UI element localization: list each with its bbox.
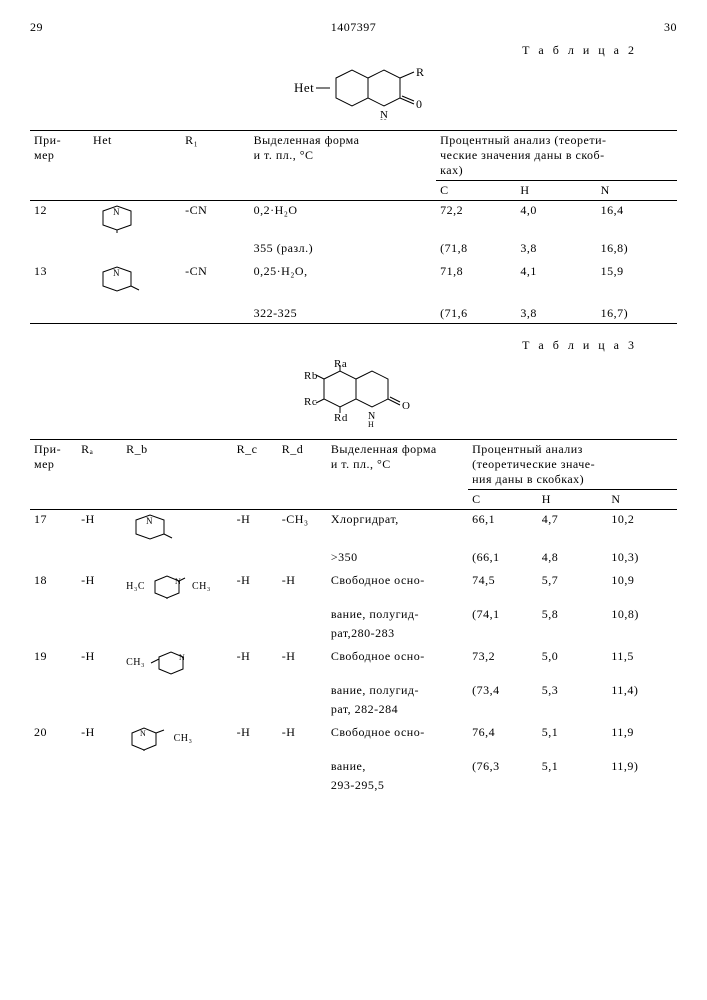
het-cell: N — [89, 201, 181, 240]
table-row: 355 (разл.) (71,8 3,8 16,8) — [30, 239, 677, 258]
table3: При- мер Rₐ R_b R_c R_d Выделенная форма… — [30, 439, 677, 795]
table-row: 322-325 (71,6 3,8 16,7) — [30, 304, 677, 324]
rb-cell: CH₃ N — [122, 643, 233, 681]
svg-text:N: N — [179, 653, 185, 662]
table2-structure: Het R 0 N H — [30, 64, 677, 120]
svg-text:R: R — [416, 65, 425, 79]
th3-c: C — [468, 490, 538, 510]
th-het: Het — [89, 131, 181, 201]
table-row: 20 -H N CH₃ -H -H Свободное осно- 76,4 5… — [30, 719, 677, 757]
table-row: 13 N -CN 0,25·H₂O, 71,8 4,1 15,9 — [30, 258, 677, 304]
th3-form: Выделенная форма и т. пл., °С — [327, 440, 468, 510]
th3-rc: R_c — [233, 440, 278, 510]
th3-analysis: Процентный анализ (теоретические значе- … — [468, 440, 677, 490]
table-row: вание, (76,3 5,1 11,9) — [30, 757, 677, 776]
doc-number: 1407397 — [331, 20, 377, 35]
svg-text:N: N — [175, 577, 181, 586]
th3-h: H — [538, 490, 608, 510]
table-row: рат,280-283 — [30, 624, 677, 643]
rb-cell: N — [122, 510, 233, 549]
table2: При- мер Het R₁ Выделенная форма и т. пл… — [30, 130, 677, 324]
table2-label: Т а б л и ц а 2 — [30, 43, 637, 58]
svg-text:Rc: Rc — [304, 396, 317, 408]
table-row: рат, 282-284 — [30, 700, 677, 719]
svg-text:Ra: Ra — [334, 359, 347, 370]
svg-text:H: H — [368, 420, 374, 429]
svg-text:Rd: Rd — [334, 412, 348, 424]
rb-cell: N CH₃ — [122, 719, 233, 757]
th-form: Выделенная форма и т. пл., °С — [250, 131, 437, 201]
th3-n: N — [607, 490, 677, 510]
page-num-right: 30 — [664, 20, 677, 35]
svg-text:Het: Het — [294, 80, 314, 95]
th-n: N — [597, 181, 677, 201]
th-primer: При- мер — [30, 131, 89, 201]
th-r1: R₁ — [181, 131, 249, 201]
table-row: 19 -H CH₃ N -H -H Свободное осно- 73,2 5… — [30, 643, 677, 681]
page-header: 29 1407397 30 — [30, 20, 677, 35]
table-row: 293-295,5 — [30, 776, 677, 795]
table-row: вание, полугид- (73,4 5,3 11,4) — [30, 681, 677, 700]
th-h: H — [516, 181, 596, 201]
table-row: 17 -H N -H -CH₃ Хлоргидрат, 66,1 4,7 10,… — [30, 510, 677, 549]
svg-text:Rb: Rb — [304, 370, 318, 382]
th3-rd: R_d — [278, 440, 327, 510]
svg-text:H: H — [380, 118, 387, 120]
table3-label: Т а б л и ц а 3 — [30, 338, 637, 353]
th3-ra: Rₐ — [77, 440, 122, 510]
table-row: 12 N -CN 0,2·H₂O 72,2 4,0 16,4 — [30, 201, 677, 240]
th-analysis: Процентный анализ (теорети- ческие значе… — [436, 131, 677, 181]
table-row: 18 -H H₃C N CH₃ -H -H Свободное осно- 74… — [30, 567, 677, 605]
table-row: >350 (66,1 4,8 10,3) — [30, 548, 677, 567]
het-cell: N — [89, 258, 181, 304]
svg-text:N: N — [146, 516, 153, 526]
page-num-left: 29 — [30, 20, 43, 35]
th3-rb: R_b — [122, 440, 233, 510]
table-row: вание, полугид- (74,1 5,8 10,8) — [30, 605, 677, 624]
svg-text:0: 0 — [416, 97, 423, 111]
rb-cell: H₃C N CH₃ — [122, 567, 233, 605]
table3-structure: Ra Rb Rc Rd O N H — [30, 359, 677, 429]
th-c: C — [436, 181, 516, 201]
svg-text:N: N — [113, 268, 120, 278]
svg-text:O: O — [402, 400, 410, 412]
svg-text:N: N — [113, 207, 120, 217]
th3-primer: При- мер — [30, 440, 77, 510]
svg-text:N: N — [140, 729, 146, 738]
